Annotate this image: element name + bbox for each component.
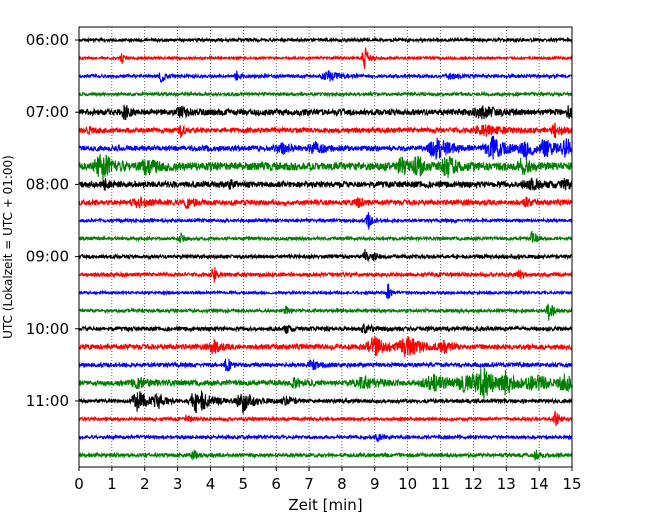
trace-line [78,302,573,321]
trace-line [78,196,573,210]
x-tick-label: 2 [140,475,150,493]
trace-line [78,70,573,83]
x-axis-ticks: 0 1 2 3 4 5 6 7 8 9 10 11 12 13 14 15 [74,467,582,493]
x-tick-label: 13 [497,475,516,493]
y-axis-ticks: 06:00 07:00 08:00 09:00 10:00 11:00 [26,31,79,410]
trace-line [78,390,573,415]
trace-line [78,323,573,334]
y-tick-label: 11:00 [26,392,69,410]
trace-line [78,122,573,139]
trace-line [78,283,573,300]
y-axis-label: UTC (Lokalzeit = UTC + 01:00) [1,155,15,339]
x-tick-label: 11 [431,475,450,493]
trace-line [78,433,573,443]
trace-line [78,135,573,161]
x-tick-label: 1 [107,475,117,493]
x-tick-label: 7 [304,475,314,493]
trace-line [78,230,573,244]
x-tick-label: 10 [398,475,417,493]
y-tick-label: 10:00 [26,320,69,338]
y-tick-label: 08:00 [26,175,69,193]
trace-line [78,153,573,181]
trace-line [78,212,573,230]
x-tick-label: 5 [239,475,249,493]
trace-line [78,177,573,191]
trace-line [78,266,573,283]
x-tick-label: 3 [173,475,183,493]
trace-line [78,90,573,98]
grid-lines [111,27,540,467]
trace-line [78,449,573,461]
x-tick-label: 0 [74,475,84,493]
x-axis-label: Zeit [min] [288,496,362,514]
plot-frame [78,26,573,468]
x-tick-label: 6 [271,475,281,493]
trace-line [78,104,573,120]
trace-group [78,36,573,461]
trace-line [78,47,573,70]
x-tick-label: 15 [562,475,581,493]
x-tick-label: 9 [370,475,380,493]
trace-line [78,249,573,263]
x-tick-label: 14 [530,475,549,493]
trace-line [78,358,573,372]
trace-line [78,335,573,358]
x-tick-label: 8 [337,475,347,493]
x-tick-label: 4 [206,475,216,493]
x-tick-label: 12 [464,475,483,493]
trace-line [78,36,573,44]
trace-line [78,410,573,427]
y-tick-label: 09:00 [26,248,69,266]
trace-line [78,367,573,399]
y-tick-label: 07:00 [26,103,69,121]
y-tick-label: 06:00 [26,31,69,49]
